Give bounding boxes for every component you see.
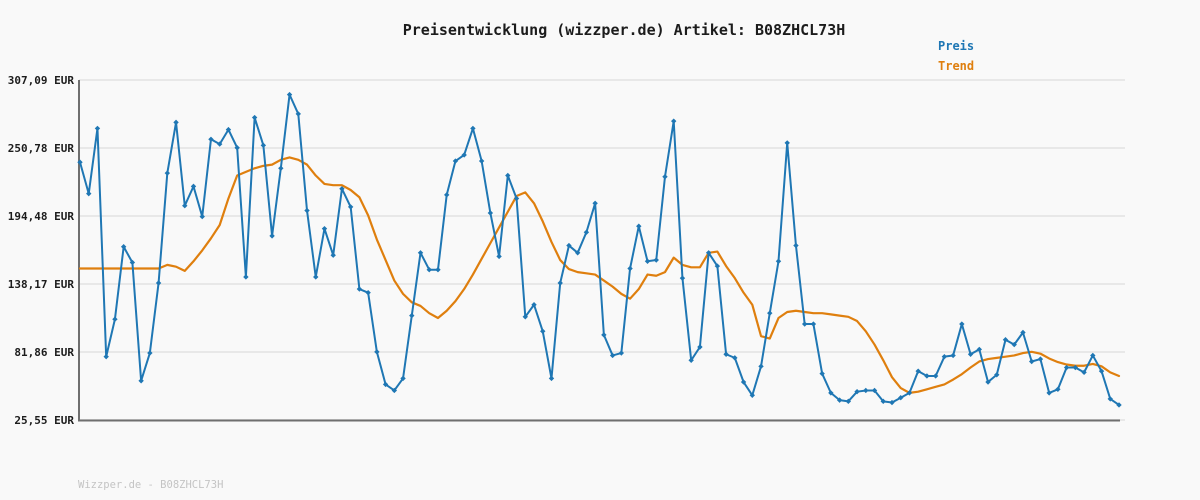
legend-item-preis: Preis — [938, 39, 975, 53]
y-tick-label: 138,17 EUR — [8, 278, 75, 291]
price-line — [77, 91, 1122, 408]
watermark: Wizzper.de - B08ZHCL73H — [78, 479, 224, 491]
y-tick-label: 25,55 EUR — [14, 414, 74, 427]
y-tick-label: 250,78 EUR — [8, 142, 75, 155]
legend-item-trend: Trend — [938, 59, 975, 73]
y-tick-label: 81,86 EUR — [14, 346, 74, 359]
y-tick-label: 194,48 EUR — [8, 210, 75, 223]
y-tick-label: 307,09 EUR — [8, 74, 75, 87]
legend: Preis Trend — [938, 40, 974, 80]
chart-title: Preisentwicklung (wizzper.de) Artikel: B… — [402, 21, 846, 39]
